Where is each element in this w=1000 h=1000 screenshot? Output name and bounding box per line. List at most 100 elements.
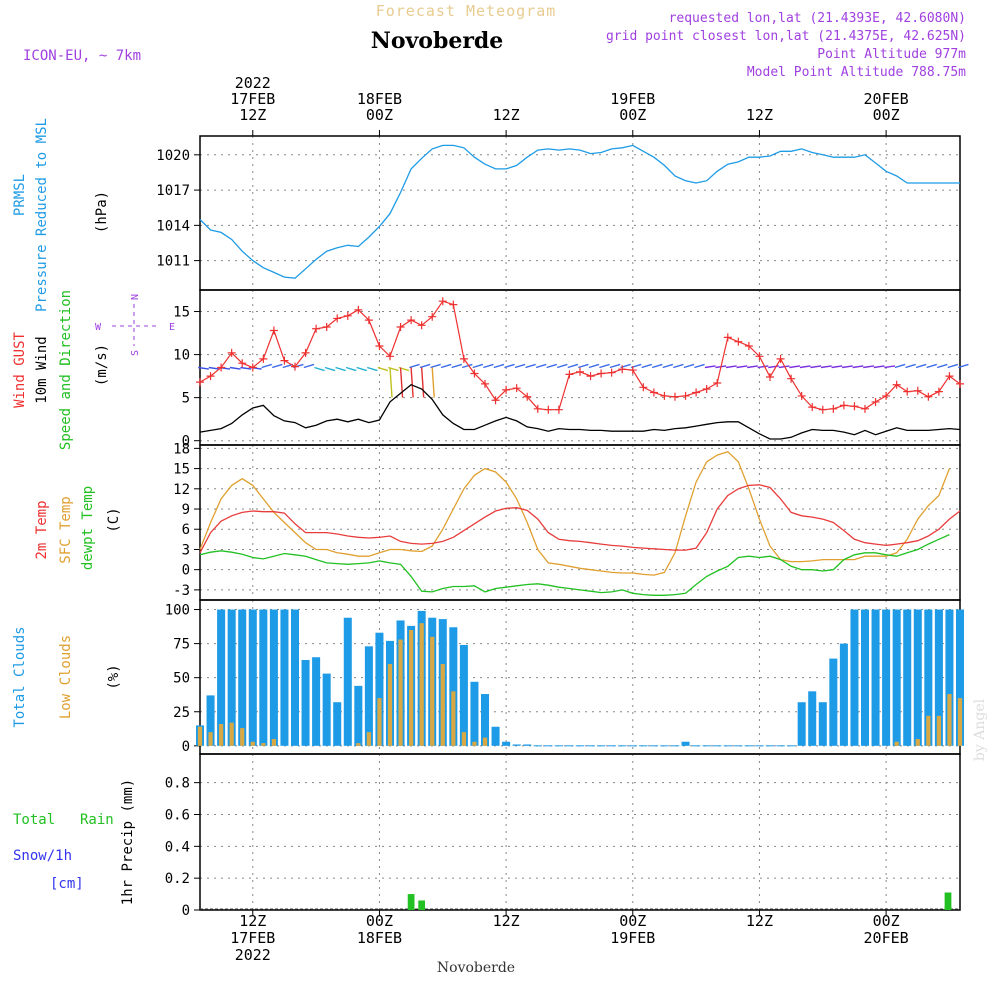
total-cloud-bar [871,609,880,746]
wind-dir-arrow [820,365,832,369]
gust-marker [565,370,574,379]
gust-marker [639,383,648,392]
total-cloud-bar [850,609,859,746]
rain-bar [944,892,952,910]
gust-marker [924,392,933,401]
gust-marker [333,314,342,323]
gust-marker [533,404,542,413]
compass-rose: N S W E [95,294,175,356]
wind-dir-arrow [651,363,663,369]
wind-dir-arrow [588,363,600,369]
gust-marker [692,388,701,397]
top-time-label: 00Z [366,106,393,124]
gust-marker [438,297,447,306]
bottom-time-label: 20FEB [864,929,909,947]
wind-dir-arrow [947,363,959,369]
bottom-time-label: 18FEB [357,929,402,947]
wind-dir-arrow [694,363,705,369]
low-cloud-bar [409,629,414,746]
top-time-label: 00Z [873,106,900,124]
cloud-ytick-label: 0 [182,739,190,755]
wind-dir-arrow [525,363,536,369]
total-cloud-bar [459,644,468,746]
total-cloud-bar [829,658,838,746]
precip-ytick-label: 0.4 [165,839,190,855]
wind-dir-arrow [419,363,431,369]
low-cloud-bar [419,623,424,746]
gust-marker [829,404,838,413]
total-cloud-bar [280,609,289,746]
gust-marker [903,387,912,396]
wind-dir-arrow [936,363,948,369]
top-time-label: 12Z [493,106,520,124]
total-cloud-bar [681,741,690,746]
low-cloud-bar [197,726,203,746]
low-cloud-bar [430,636,435,746]
gust-marker [660,391,669,400]
gust-marker [227,348,236,357]
t2m-line [199,484,961,554]
bottom-time-label: 19FEB [610,929,655,947]
total-cloud-bar [312,657,321,746]
dewpt-label: dewpt Temp [80,486,96,570]
total-cloud-bar [290,609,300,746]
gust-marker [649,388,658,397]
gust-marker [386,352,394,361]
precip-ytick-label: 0.6 [165,807,190,823]
precip-ytick-label: 0.2 [165,871,190,887]
cloud-ytick-label: 75 [173,637,190,653]
total-cloud-bar [217,609,226,746]
total-cloud-bar [259,609,268,746]
total-cloud-bar [913,609,922,746]
low-cloud-bar [472,741,477,746]
gust-marker [713,379,722,387]
wind-dir-arrow [504,363,515,369]
low-cloud-bar [482,737,488,746]
low-cloud-bar [377,698,382,746]
total-cloud-bar [523,744,532,746]
wind-ytick-label: 0 [182,434,190,450]
rain-bar [944,906,952,910]
wind-ytick-label: 10 [173,348,190,364]
wind-dir-arrow [736,365,748,369]
total-cloud-bar [491,726,500,746]
gust-marker [248,363,257,372]
sfc-temp-line [199,450,951,576]
temp-ytick-label: 15 [173,462,190,478]
pressure-ytick-label: 1014 [156,218,190,234]
top-time-label: 12Z [746,106,773,124]
wind-dir-arrow [894,363,906,369]
total-label: Total [13,812,55,828]
temp-ytick-label: 9 [182,502,190,518]
bottom-time-label: 12Z [239,912,266,930]
gust-marker [301,348,310,357]
compass-n: N [130,294,141,300]
requested-point: requested lon,lat (21.4393E, 42.6080N) [669,11,966,26]
compass-e: E [169,322,175,333]
gust-marker [470,369,479,378]
total-cloud-bar [882,609,891,746]
gust-marker [206,372,215,381]
gust-marker [776,354,785,363]
wind-dir-arrow [905,363,916,369]
wind-dir-arrow [662,363,674,369]
gust-marker [934,387,943,396]
wind-dir-arrow [599,363,610,369]
gust-marker [871,397,880,406]
station-title: Novoberde [371,28,504,54]
total-cloud-bar [343,617,352,746]
temp-ytick-label: 0 [182,563,190,579]
total-cloud-bar [301,659,310,746]
gust-marker [312,324,321,333]
bottom-time-label: 00Z [619,912,646,930]
wind-dir-arrow [409,363,420,369]
top-time-label: 17FEB [230,90,275,108]
wind-ytick-label: 15 [173,305,190,321]
gust-marker [259,354,268,363]
wind-dir-arrow [683,363,695,369]
wind-dir-arrow [229,366,241,370]
compass-w: W [95,322,102,333]
wind-dir-arrow [440,363,452,369]
low-cloud-bar [957,698,963,746]
wind-dir-arrow [356,366,367,372]
